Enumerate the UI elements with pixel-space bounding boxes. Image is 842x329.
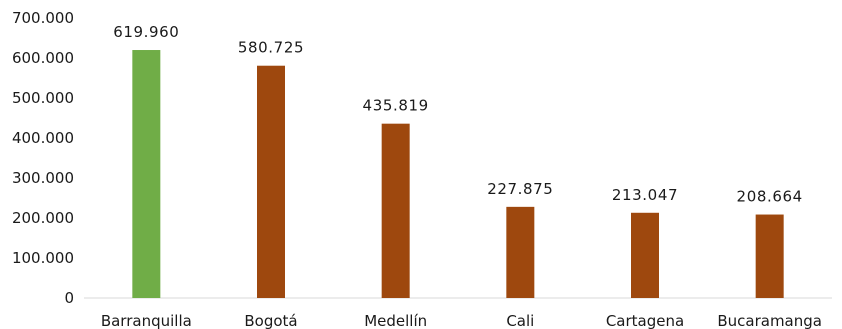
- bar: [132, 50, 161, 299]
- y-tick-label: 600.000: [12, 49, 74, 67]
- bar: [631, 212, 659, 298]
- category-label: Bogotá: [244, 312, 297, 329]
- bars: [132, 50, 784, 299]
- y-tick-label: 200.000: [12, 209, 74, 227]
- data-label: 619.960: [113, 23, 179, 41]
- data-label: 213.047: [612, 186, 678, 204]
- category-label: Cartagena: [606, 312, 684, 329]
- bar: [755, 214, 784, 298]
- data-label: 580.725: [238, 39, 304, 57]
- category-labels: Barranquilla Bogotá Medellín Cali Cartagena B…: [101, 312, 822, 329]
- y-axis-ticks: 0 100.000 200.000 300.000 400.000 500.000 600.…: [12, 9, 74, 307]
- bar: [257, 65, 285, 299]
- data-labels: 619.960 580.725 435.819 227.875 213.047 208.6…: [113, 23, 803, 206]
- category-label: Medellín: [364, 312, 427, 329]
- y-tick-label: 400.000: [12, 129, 74, 147]
- category-label: Cali: [506, 312, 534, 329]
- y-tick-label: 300.000: [12, 169, 74, 187]
- category-label: Barranquilla: [101, 312, 192, 329]
- bar: [381, 123, 410, 299]
- data-label: 435.819: [363, 97, 429, 115]
- y-tick-label: 0: [64, 289, 74, 307]
- data-label: 227.875: [487, 180, 553, 198]
- y-tick-label: 100.000: [12, 249, 74, 267]
- data-label: 208.664: [737, 188, 803, 206]
- y-tick-label: 700.000: [12, 9, 74, 27]
- category-label: Bucaramanga: [717, 312, 822, 329]
- y-tick-label: 500.000: [12, 89, 74, 107]
- bar: [506, 206, 535, 298]
